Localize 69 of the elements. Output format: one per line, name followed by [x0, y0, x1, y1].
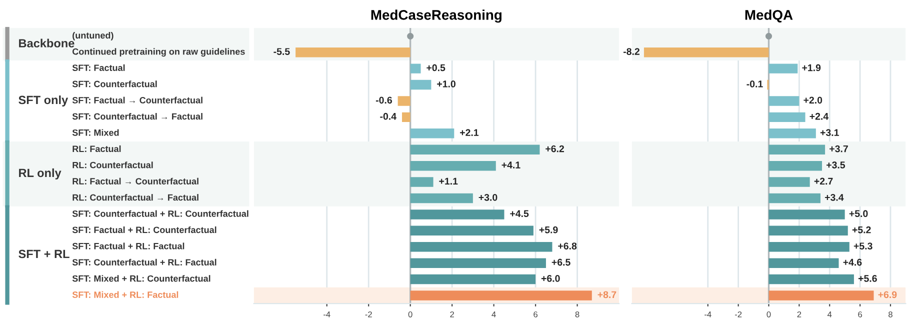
x-tick-label: -2	[365, 311, 372, 318]
data-label: +1.9	[802, 64, 821, 72]
data-label: +1.0	[437, 80, 456, 88]
y-tick-label: SFT: Mixed + RL: Factual	[72, 291, 178, 298]
x-tick-label: 4	[492, 312, 496, 318]
data-label: +4.1	[502, 162, 520, 168]
data-label: +3.5	[826, 162, 846, 168]
data-label: +8.7	[598, 291, 616, 298]
x-tick-label: 6	[534, 311, 538, 318]
text: RL only	[19, 168, 62, 180]
data-label: +2.0	[804, 96, 822, 104]
x-tick-label: 8	[888, 311, 892, 318]
data-label: +6.2	[546, 145, 564, 152]
data-label: +5.3	[854, 242, 872, 250]
x-tick-label: 4	[827, 312, 832, 318]
data-label: +6.5	[552, 258, 570, 266]
y-tick-label: SFT: Factual → Counterfactual	[72, 96, 202, 104]
y-tick-label: (untuned)	[72, 32, 114, 40]
x-tick-label: 2	[450, 311, 454, 318]
y-tick-label: SFT: Counterfactual + RL: Factual	[72, 258, 216, 266]
data-label: +2.4	[810, 112, 829, 120]
y-tick-label: RL: Counterfactual	[72, 162, 153, 168]
y-tick-label: SFT: Mixed + RL: Counterfactual	[72, 275, 210, 282]
x-tick-label: 8	[575, 311, 580, 318]
y-tick-label: Continued pretraining on raw guidelines	[72, 48, 245, 57]
y-tick-label: SFT: Factual	[72, 64, 125, 71]
data-label: +0.5	[426, 64, 446, 72]
data-label: +3.1	[820, 129, 839, 136]
data-label: -5.5	[274, 48, 290, 55]
x-tick-label: 0	[408, 311, 412, 318]
x-tick-label: 0	[766, 311, 771, 318]
x-tick-label: -4	[704, 312, 712, 318]
y-tick-label: RL: Factual → Counterfactual	[72, 178, 198, 184]
text: Backbone	[19, 38, 74, 48]
y-tick-label: RL: Counterfactual → Factual	[72, 194, 198, 201]
y-tick-label: SFT: Mixed	[72, 129, 119, 136]
data-label: +2.1	[460, 129, 479, 136]
data-label: -0.1	[746, 80, 763, 88]
data-label: +5.0	[849, 210, 868, 218]
data-label: +4.5	[510, 210, 529, 218]
y-tick-label: RL: Factual	[72, 145, 121, 152]
y-tick-label: SFT: Counterfactual	[72, 80, 157, 88]
data-label: +5.2	[852, 226, 871, 234]
data-label: +6.8	[558, 242, 577, 250]
data-label: +4.6	[843, 258, 862, 266]
y-tick-label: SFT: Factual + RL: Counterfactual	[72, 226, 216, 234]
data-label: +2.7	[814, 178, 833, 185]
y-tick-label: SFT: Counterfactual + RL: Counterfactual	[72, 210, 248, 217]
data-label: -8.2	[623, 48, 640, 55]
text: SFT + RL	[18, 250, 70, 258]
y-tick-label: SFT: Counterfactual → Factual	[72, 112, 202, 120]
text: SFT only	[18, 95, 68, 106]
data-label: +3.0	[478, 194, 498, 201]
data-label: +3.4	[825, 194, 844, 201]
data-label: +5.9	[539, 226, 558, 234]
chart-title: MedCaseReasoning	[371, 10, 502, 23]
data-label: +1.1	[439, 178, 458, 185]
x-tick-label: -2	[734, 311, 742, 318]
x-tick-label: 6	[858, 311, 862, 318]
data-label: +6.9	[878, 291, 897, 298]
y-tick-label: SFT: Factual + RL: Factual	[72, 242, 184, 250]
data-label: -0.4	[380, 112, 396, 120]
data-label: +5.6	[858, 275, 877, 282]
x-tick-label: 2	[797, 311, 802, 318]
chart-title: MedQA	[745, 10, 793, 22]
data-label: -0.6	[376, 96, 392, 104]
x-tick-label: -4	[324, 312, 330, 318]
data-label: +3.7	[830, 145, 848, 152]
data-label: +6.0	[541, 275, 560, 282]
